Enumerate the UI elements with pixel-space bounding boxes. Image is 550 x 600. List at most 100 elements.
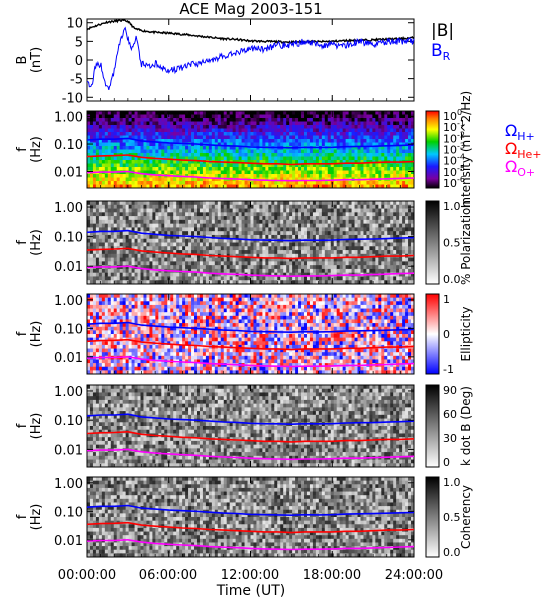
heatmap-cell	[95, 167, 100, 171]
heatmap-cell	[318, 135, 323, 140]
heatmap-cell	[131, 149, 135, 154]
heatmap-cell	[131, 160, 135, 164]
heatmap-cell	[208, 242, 213, 247]
heatmap-cell	[366, 216, 370, 221]
heatmap-cell	[396, 121, 400, 126]
heatmap-cell	[87, 261, 91, 266]
heatmap-cell	[357, 114, 361, 119]
heatmap-cell	[304, 132, 308, 136]
heatmap-cell	[131, 227, 135, 232]
heatmap-cell	[98, 246, 103, 251]
heatmap-cell	[345, 250, 349, 255]
heatmap-cell	[351, 212, 355, 217]
heatmap-cell	[116, 216, 121, 221]
heatmap-cell	[372, 250, 376, 255]
heatmap-cell	[229, 242, 234, 247]
heatmap-cell	[381, 149, 385, 154]
heatmap-cell	[244, 246, 248, 251]
heatmap-cell	[188, 114, 192, 119]
heatmap-cell	[143, 181, 147, 185]
heatmap-cell	[259, 114, 263, 119]
heatmap-cell	[348, 268, 352, 274]
heatmap-cell	[396, 227, 400, 232]
heatmap-cell	[259, 276, 263, 281]
heatmap-cell	[354, 223, 358, 228]
heatmap-cell	[363, 139, 367, 143]
heatmap-cell	[104, 114, 109, 119]
heatmap-cell	[137, 184, 141, 189]
heatmap-cell	[235, 128, 240, 133]
heatmap-cell	[95, 146, 100, 150]
heatmap-cell	[194, 170, 198, 175]
heatmap-cell	[143, 261, 147, 266]
heatmap-cell	[354, 167, 358, 171]
heatmap-cell	[324, 177, 329, 182]
heatmap-cell	[152, 231, 156, 236]
heatmap-cell	[399, 246, 403, 251]
heatmap-cell	[101, 163, 106, 168]
heatmap-cell	[384, 149, 388, 154]
heatmap-cell	[265, 174, 269, 178]
heatmap-cell	[306, 114, 311, 119]
heatmap-cell	[131, 276, 135, 281]
heatmap-cell	[131, 181, 135, 185]
heatmap-cell	[164, 125, 168, 129]
heatmap-cell	[366, 246, 370, 251]
heatmap-cell	[295, 227, 299, 232]
heatmap-cell	[205, 125, 210, 129]
heatmap-cell	[149, 227, 153, 232]
heatmap-cell	[381, 219, 385, 225]
heatmap-cell	[321, 276, 326, 281]
heatmap-cell	[182, 125, 186, 129]
heatmap-cell	[194, 216, 198, 221]
heatmap-cell	[134, 212, 138, 217]
heatmap-cell	[345, 246, 349, 251]
heatmap-cell	[167, 167, 171, 171]
heatmap-cell	[289, 128, 293, 133]
heatmap-cell	[241, 156, 245, 161]
heatmap-cell	[125, 204, 130, 209]
heatmap-cell	[324, 219, 329, 225]
heatmap-cell	[256, 163, 260, 168]
heatmap-cell	[188, 227, 192, 232]
heatmap-cell	[229, 276, 234, 281]
heatmap-cell	[89, 118, 94, 122]
heatmap-cell	[205, 163, 210, 168]
heatmap-cell	[244, 268, 248, 274]
heatmap-cell	[155, 111, 159, 115]
heatmap-cell	[116, 280, 121, 285]
heatmap-cell	[149, 246, 153, 251]
heatmap-cell	[390, 242, 394, 247]
heatmap-cell	[196, 212, 201, 217]
heatmap-cell	[238, 227, 242, 232]
heatmap-cell	[250, 132, 254, 136]
heatmap-cell	[304, 242, 308, 247]
heatmap-cell	[330, 142, 335, 147]
heatmap-cell	[301, 223, 305, 228]
heatmap-cell	[357, 242, 361, 247]
heatmap-cell	[214, 261, 219, 266]
heatmap-cell	[262, 132, 266, 136]
heatmap-cell	[289, 250, 293, 255]
heatmap-cell	[312, 219, 317, 225]
heatmap-cell	[199, 257, 204, 262]
heatmap-cell	[223, 212, 228, 217]
heatmap-cell	[128, 231, 132, 236]
heatmap-cell	[345, 118, 349, 122]
heatmap-cell	[223, 170, 228, 175]
heatmap-cell	[122, 212, 127, 217]
heatmap-cell	[220, 121, 225, 126]
heatmap-cell	[217, 121, 222, 126]
heatmap-cell	[390, 219, 394, 225]
heatmap-cell	[402, 234, 406, 240]
heatmap-cell	[173, 163, 177, 168]
heatmap-cell	[360, 280, 364, 285]
heatmap-cell	[182, 250, 186, 255]
heatmap-cell	[173, 149, 177, 154]
heatmap-cell	[101, 181, 106, 185]
heatmap-cell	[122, 242, 127, 247]
heatmap-cell	[196, 272, 201, 277]
heatmap-cell	[348, 265, 352, 270]
heatmap-cell	[226, 111, 231, 115]
heatmap-cell	[247, 146, 251, 150]
